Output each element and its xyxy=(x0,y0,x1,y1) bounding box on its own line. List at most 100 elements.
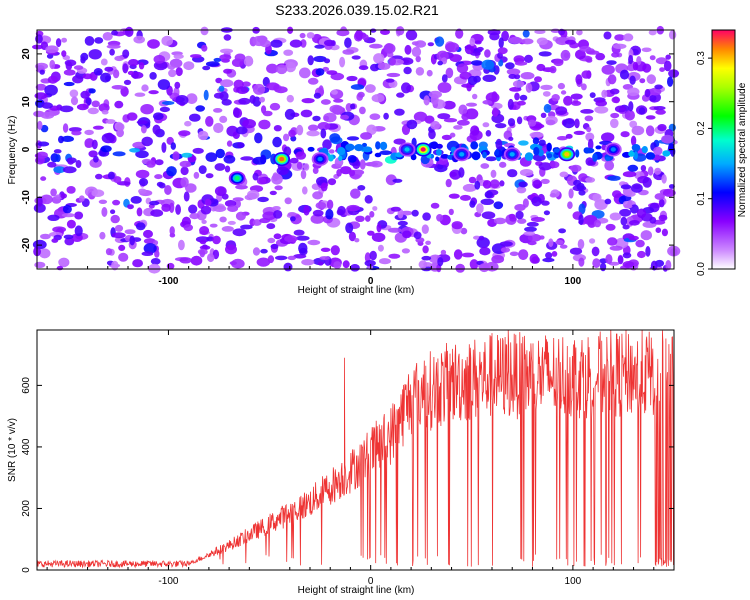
spectrogram-band-blob xyxy=(553,148,561,153)
spectrogram-speckle xyxy=(56,265,64,271)
spectrogram-speckle xyxy=(303,163,310,171)
spectrogram-speckle xyxy=(527,233,542,242)
spectrogram-speckle xyxy=(62,204,72,214)
spectrogram-speckle xyxy=(387,227,402,233)
spectrogram-speckle xyxy=(134,92,146,97)
spectrogram-speckle xyxy=(132,259,144,268)
snr-panel: -100 0 100 0 200 400 600 Height of straight l… xyxy=(7,329,675,596)
spectrogram-speckle xyxy=(530,217,545,222)
spectrogram-speckle xyxy=(495,138,503,150)
spectrogram-speckle xyxy=(360,132,373,140)
spectrogram-speckle xyxy=(584,115,594,122)
spectrogram-speckle xyxy=(449,54,462,63)
spectrogram-speckle xyxy=(558,228,566,234)
spectrogram-speckle xyxy=(459,194,472,201)
spectrogram-speckle xyxy=(632,61,639,71)
spectrogram-speckle xyxy=(88,88,96,94)
snr-series xyxy=(36,329,675,569)
spectrogram-speckle xyxy=(628,54,634,65)
spectrogram-speckle xyxy=(295,151,307,160)
spectrogram-speckle xyxy=(575,74,583,85)
spectrogram-speckle xyxy=(499,180,505,187)
spectrogram-speckle xyxy=(71,130,82,136)
spectrogram-speckle xyxy=(40,233,51,240)
spectrogram-speckle xyxy=(629,220,640,226)
spectrogram-speckle xyxy=(111,260,119,271)
spectrogram-speckle xyxy=(262,211,277,221)
spectrogram-speckle xyxy=(534,76,542,83)
spectrogram-speckle xyxy=(482,180,492,189)
spectrogram-speckle xyxy=(358,65,369,71)
spectrogram-speckle xyxy=(66,219,76,229)
spectrogram-speckle xyxy=(640,165,647,172)
spectrogram-speckle xyxy=(654,167,662,175)
spectrogram-speckle xyxy=(272,136,282,148)
spectrogram-speckle xyxy=(610,118,619,129)
spectrogram-speckle xyxy=(118,252,129,262)
spectrogram-speckle xyxy=(124,229,136,235)
spectrogram-speckle xyxy=(540,112,547,119)
spectrogram-speckle xyxy=(401,248,410,254)
spectrogram-speckle xyxy=(411,209,419,217)
spectrogram-speckle xyxy=(188,204,198,214)
spectrogram-speckle xyxy=(112,199,121,206)
spectrogram-speckle xyxy=(170,142,176,150)
spectrogram-speckle xyxy=(320,247,331,252)
spectrogram-speckle xyxy=(111,85,125,90)
spectrogram-speckle xyxy=(214,186,227,197)
spectrogram-speckle xyxy=(131,71,144,79)
spectrogram-speckle xyxy=(573,130,585,135)
spectrogram-speckle xyxy=(72,75,84,84)
spectrogram-speckle xyxy=(462,183,477,192)
spectrogram-speckle xyxy=(549,161,560,169)
spectrogram-speckle xyxy=(629,120,638,128)
spectrogram-speckle xyxy=(378,258,391,265)
spectrogram-speckle xyxy=(611,52,620,58)
spectrogram-speckle xyxy=(273,233,282,240)
spectrogram-speckle xyxy=(302,186,308,195)
spectrogram-speckle xyxy=(59,105,74,113)
spectrogram-speckle xyxy=(247,190,260,200)
spectrogram-speckle xyxy=(223,34,232,41)
spectrogram-speckle xyxy=(129,235,135,246)
spectrogram-speckle xyxy=(223,155,236,164)
spectrogram-speckle xyxy=(586,50,600,55)
spectrogram-speckle xyxy=(513,55,525,63)
spectrogram-speckle xyxy=(274,185,283,191)
spectrogram-speckle xyxy=(394,108,405,116)
spectrogram-speckle xyxy=(140,104,154,115)
spectrogram-speckle xyxy=(102,32,113,41)
spectrogram-speckle xyxy=(540,84,553,90)
spectrogram-speckle xyxy=(80,56,86,64)
spectrogram-speckle xyxy=(53,149,62,154)
spectrogram-speckle xyxy=(226,140,233,147)
spectrogram-speckle xyxy=(653,146,663,156)
spectrogram-speckle xyxy=(306,32,315,39)
spectrogram-speckle xyxy=(551,94,560,102)
spectrogram-speckle xyxy=(55,154,61,163)
spectrogram-speckle xyxy=(219,115,228,123)
spectrogram-band-blob xyxy=(471,151,481,160)
spectrogram-speckle xyxy=(143,229,153,239)
spectrogram-speckle xyxy=(668,184,675,189)
spectrogram-speckle xyxy=(227,205,239,212)
spectrogram-speckle xyxy=(645,115,656,120)
spectrogram-speckle xyxy=(628,101,634,112)
spectrogram-speckle xyxy=(570,164,582,173)
spectrogram-speckle xyxy=(458,167,465,178)
spectrogram-speckle xyxy=(337,205,346,216)
spectrogram-speckle xyxy=(189,213,200,220)
spectrogram-speckle xyxy=(178,239,185,251)
spectrogram-speckle xyxy=(323,112,337,123)
spectrogram-speckle xyxy=(507,169,518,178)
spectrogram-speckle xyxy=(498,37,504,49)
spectrogram-speckle xyxy=(649,95,657,102)
spectrogram-speckle xyxy=(60,193,67,199)
spectrogram-speckle xyxy=(520,72,535,80)
spectrogram-speckle xyxy=(300,169,307,180)
spectrogram-hotspot xyxy=(234,176,240,181)
spectrogram-speckle xyxy=(220,79,234,88)
spectrogram-speckle xyxy=(252,247,261,256)
spectrogram-speckle xyxy=(40,124,49,133)
colorbar-frame xyxy=(711,29,736,270)
